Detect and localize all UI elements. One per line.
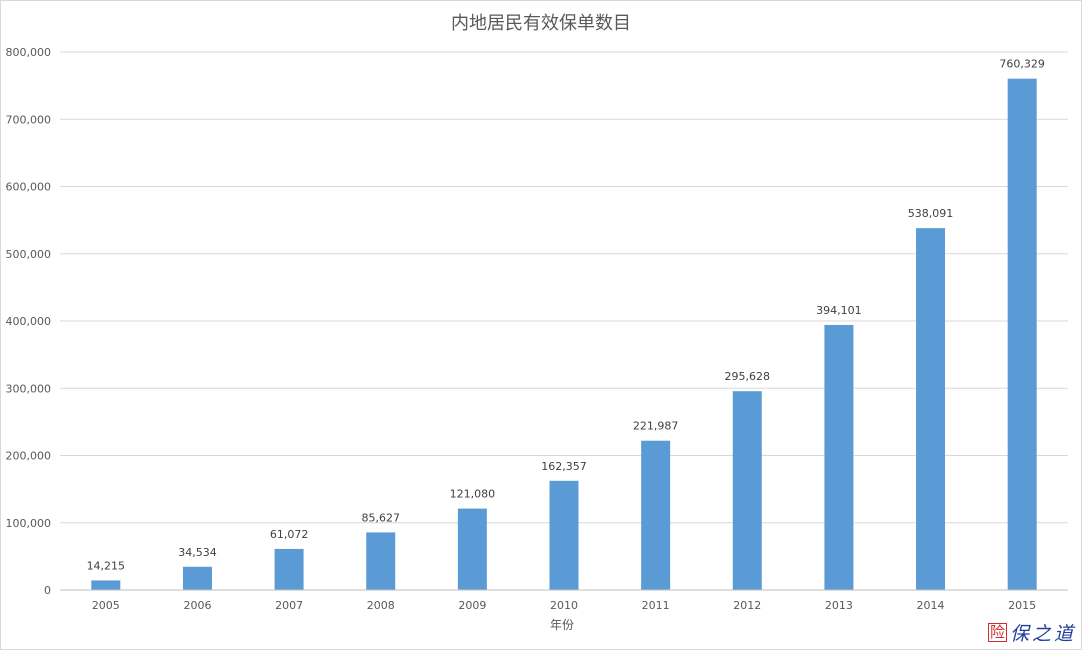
x-tick-label: 2012 xyxy=(733,599,761,612)
data-label: 162,357 xyxy=(541,460,587,473)
data-label: 61,072 xyxy=(270,528,309,541)
x-axis: 2005 2006 2007 2008 2009 2010 2011 2012 2013 2014… xyxy=(60,589,1068,612)
watermark-seal: 险 xyxy=(987,623,1007,642)
data-labels: 14,215 34,534 61,072 85,627 121,080 162,357 22… xyxy=(87,58,1045,573)
y-tick-label: 600,000 xyxy=(6,181,52,194)
data-label: 221,987 xyxy=(633,420,679,433)
data-label: 121,080 xyxy=(450,488,496,501)
y-tick-label: 800,000 xyxy=(6,46,52,59)
x-tick-label: 2007 xyxy=(275,599,303,612)
x-tick-label: 2011 xyxy=(642,599,670,612)
x-tick-label: 2008 xyxy=(367,599,395,612)
bar-2005 xyxy=(91,580,121,590)
bars xyxy=(91,78,1037,591)
data-label: 85,627 xyxy=(361,511,400,524)
bar-2007 xyxy=(274,548,304,590)
y-tick-label: 400,000 xyxy=(6,315,52,328)
bar-2011 xyxy=(641,440,671,590)
y-tick-label: 300,000 xyxy=(6,382,52,395)
watermark-text: 保之道 xyxy=(1009,623,1076,645)
x-tick-label: 2013 xyxy=(825,599,853,612)
bar-2014 xyxy=(916,228,946,591)
y-tick-label: 500,000 xyxy=(6,248,52,261)
x-tick-label: 2014 xyxy=(917,599,945,612)
data-label: 14,215 xyxy=(87,559,126,572)
x-tick-label: 2015 xyxy=(1008,599,1036,612)
bar-2009 xyxy=(457,508,487,590)
x-axis-title: 年份 xyxy=(550,618,574,632)
x-tick-label: 2006 xyxy=(183,599,211,612)
gridlines xyxy=(60,51,1068,591)
y-tick-label: 200,000 xyxy=(6,450,52,463)
data-label: 394,101 xyxy=(816,304,862,317)
x-tick-label: 2010 xyxy=(550,599,578,612)
y-tick-label: 700,000 xyxy=(6,113,52,126)
x-tick-label: 2005 xyxy=(92,599,120,612)
bar-2010 xyxy=(549,480,579,590)
bar-2015 xyxy=(1007,78,1037,591)
bar-2013 xyxy=(824,324,854,590)
bar-2006 xyxy=(182,566,212,590)
data-label: 538,091 xyxy=(908,207,954,220)
data-label: 295,628 xyxy=(725,370,771,383)
chart-title: 内地居民有效保单数目 xyxy=(451,13,631,34)
data-label: 34,534 xyxy=(178,546,217,559)
watermark-logo: 险 保之道 xyxy=(987,619,1076,646)
bar-2008 xyxy=(366,532,396,590)
bar-2012 xyxy=(732,391,762,590)
y-tick-label: 100,000 xyxy=(6,517,52,530)
y-tick-label: 0 xyxy=(44,584,51,597)
data-label: 760,329 xyxy=(999,58,1045,71)
x-tick-label: 2009 xyxy=(458,599,486,612)
y-axis: 0 100,000 200,000 300,000 400,000 500,000 600,… xyxy=(6,46,52,597)
